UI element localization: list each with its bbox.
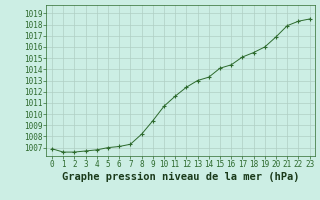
- X-axis label: Graphe pression niveau de la mer (hPa): Graphe pression niveau de la mer (hPa): [62, 172, 300, 182]
